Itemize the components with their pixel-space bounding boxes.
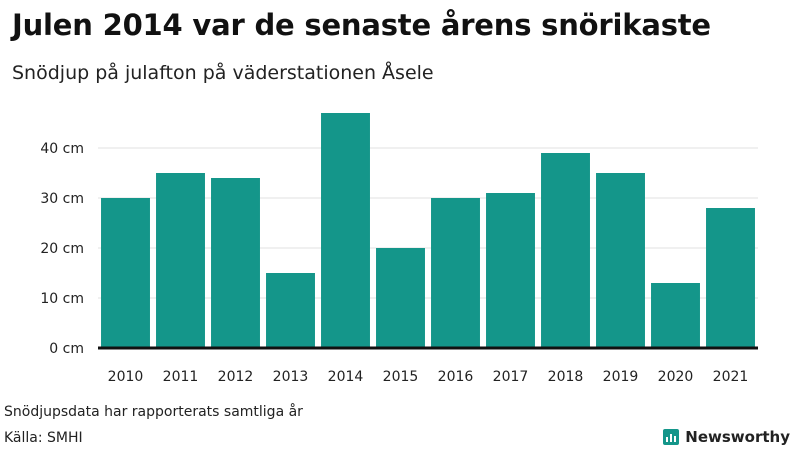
- x-tick-label: 2015: [383, 369, 419, 385]
- y-tick-label: 40 cm: [40, 141, 84, 157]
- x-tick-label: 2018: [548, 369, 584, 385]
- y-tick-label: 20 cm: [40, 241, 84, 257]
- x-tick-label: 2020: [658, 369, 694, 385]
- x-tick-label: 2019: [603, 369, 639, 385]
- chart-subtitle: Snödjup på julafton på väderstationen Ås…: [12, 62, 434, 84]
- x-tick-label: 2014: [328, 369, 364, 385]
- x-tick-label: 2017: [493, 369, 529, 385]
- x-tick-label: 2016: [438, 369, 474, 385]
- bar-2013[interactable]: [266, 273, 315, 348]
- brand-name: Newsworthy: [685, 428, 790, 446]
- bar-2020[interactable]: [651, 283, 700, 348]
- y-tick-label: 30 cm: [40, 191, 84, 207]
- x-tick-label: 2021: [713, 369, 749, 385]
- brand-logo[interactable]: Newsworthy: [663, 428, 790, 446]
- chart-title: Julen 2014 var de senaste årens snörikas…: [12, 8, 711, 42]
- y-tick-label: 0 cm: [49, 341, 84, 357]
- bar-2018[interactable]: [541, 153, 590, 348]
- x-tick-label: 2011: [163, 369, 199, 385]
- source-credit: Källa: SMHI: [4, 430, 83, 446]
- bar-2016[interactable]: [431, 198, 480, 348]
- bar-2012[interactable]: [211, 178, 260, 348]
- bar-chart: 0 cm 10 cm 20 cm 30 cm 40 cm 2010 2011 2012 2013…: [40, 113, 758, 385]
- bar-chart-logo-icon: [663, 429, 680, 445]
- x-tick-label: 2013: [273, 369, 309, 385]
- y-tick-label: 10 cm: [40, 291, 84, 307]
- bar-2019[interactable]: [596, 173, 645, 348]
- bar-2014[interactable]: [321, 113, 370, 348]
- bar-2010[interactable]: [101, 198, 150, 348]
- x-tick-label: 2010: [108, 369, 144, 385]
- bar-2011[interactable]: [156, 173, 205, 348]
- footnote: Snödjupsdata har rapporterats samtliga å…: [4, 404, 303, 420]
- x-tick-label: 2012: [218, 369, 254, 385]
- bar-2021[interactable]: [706, 208, 755, 348]
- bar-2017[interactable]: [486, 193, 535, 348]
- bar-2015[interactable]: [376, 248, 425, 348]
